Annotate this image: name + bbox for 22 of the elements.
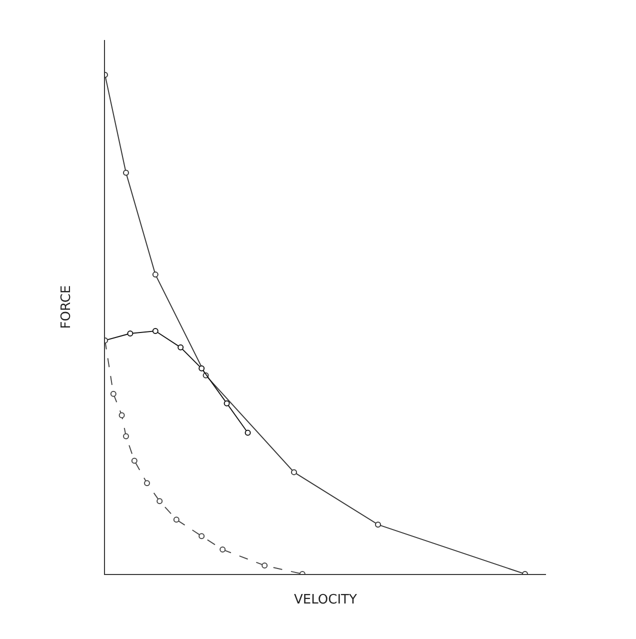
point bbox=[156, 498, 163, 504]
point bbox=[123, 433, 129, 440]
point bbox=[123, 170, 129, 176]
point bbox=[127, 330, 134, 336]
point bbox=[110, 390, 116, 397]
point bbox=[144, 480, 150, 486]
point bbox=[198, 365, 205, 372]
x-axis-title: VELOCITY bbox=[294, 592, 358, 608]
point bbox=[118, 412, 125, 418]
point bbox=[224, 400, 230, 406]
point bbox=[198, 533, 205, 540]
point bbox=[262, 562, 268, 569]
y-axis-title: FORCE bbox=[58, 285, 74, 329]
point bbox=[178, 344, 184, 350]
point bbox=[375, 522, 381, 528]
point bbox=[152, 272, 158, 278]
point bbox=[291, 469, 297, 476]
point bbox=[152, 328, 158, 334]
point bbox=[131, 458, 138, 464]
point bbox=[220, 546, 226, 553]
point bbox=[244, 430, 251, 436]
point bbox=[173, 516, 180, 523]
